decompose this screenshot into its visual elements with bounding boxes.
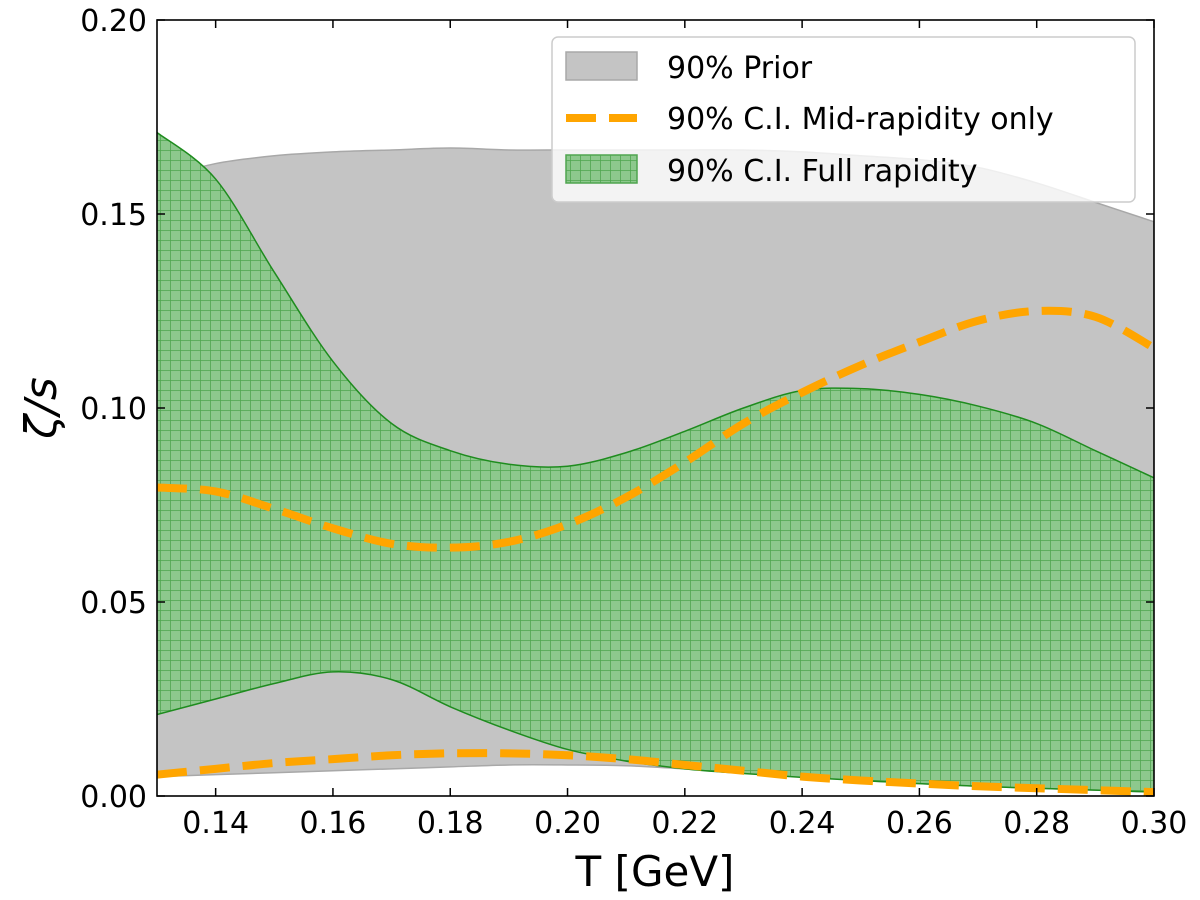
legend-label-prior: 90% Prior <box>667 51 813 86</box>
legend-label-mid: 90% C.I. Mid-rapidity only <box>667 102 1054 137</box>
series-layer <box>157 131 1154 796</box>
x-tick-label: 0.16 <box>300 806 367 841</box>
legend-swatch-full <box>565 154 638 184</box>
x-tick-label: 0.30 <box>1121 806 1188 841</box>
y-tick-label: 0.20 <box>80 4 147 39</box>
x-tick-label: 0.18 <box>417 806 484 841</box>
y-tick-label: 0.05 <box>80 586 147 621</box>
x-tick-label: 0.22 <box>651 806 718 841</box>
full-rapidity-upper-edge <box>157 131 1154 479</box>
y-tick-label: 0.15 <box>80 198 147 233</box>
x-tick-label: 0.20 <box>534 806 601 841</box>
ticks-layer: 0.14 0.16 0.18 0.20 0.22 0.24 0.26 0.28 0.30 0.00… <box>80 4 1187 841</box>
x-tick-label: 0.24 <box>769 806 836 841</box>
x-tick-label: 0.28 <box>1003 806 1070 841</box>
legend-swatch-prior <box>565 51 638 81</box>
full-rapidity-band <box>157 132 1154 793</box>
legend-box <box>551 36 1136 203</box>
y-tick-label: 0.00 <box>80 780 147 815</box>
y-axis-label: ζ/s <box>16 377 67 440</box>
x-tick-label: 0.14 <box>182 806 249 841</box>
y-tick-label: 0.10 <box>80 392 147 427</box>
legend: 90% Prior 90% C.I. Mid-rapidity only 90%… <box>551 36 1136 203</box>
x-axis-label: T [GeV] <box>575 847 735 896</box>
legend-label-full: 90% C.I. Full rapidity <box>667 154 977 189</box>
mid-rapidity-upper-line <box>157 306 1154 552</box>
mid-rapidity-lower-line <box>157 749 1154 796</box>
x-tick-label: 0.26 <box>886 806 953 841</box>
